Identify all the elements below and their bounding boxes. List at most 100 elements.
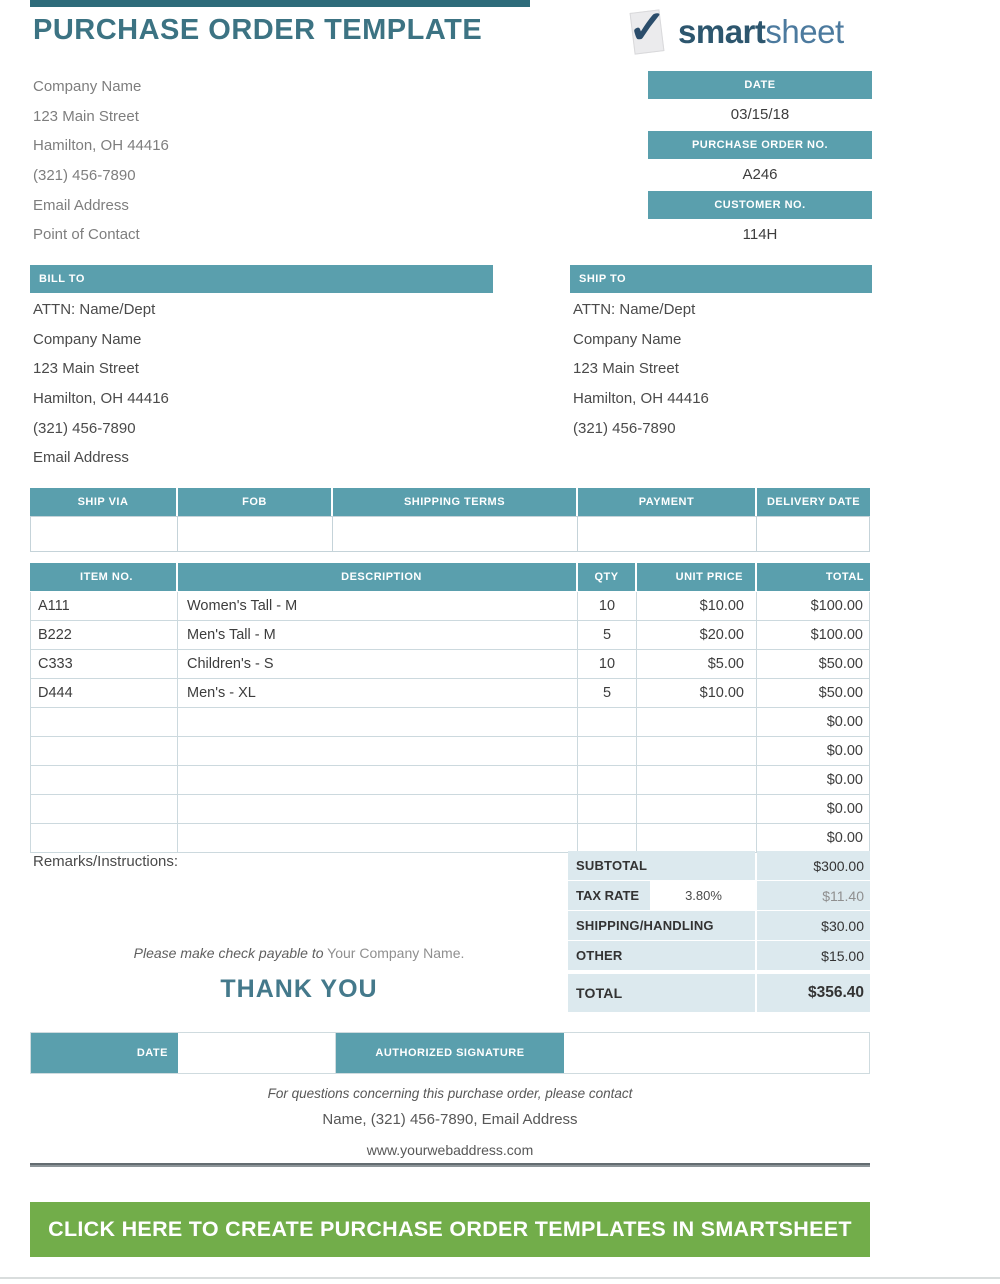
company-contact: Point of Contact — [33, 226, 140, 244]
total-cell: $0.00 — [757, 795, 870, 823]
total-cell: $0.00 — [757, 708, 870, 736]
tax-rate-label: TAX RATE — [568, 881, 650, 910]
description-header: DESCRIPTION — [178, 563, 578, 591]
payment-input[interactable] — [578, 516, 757, 552]
signature-bar: DATE AUTHORIZED SIGNATURE — [30, 1032, 870, 1074]
company-city: Hamilton, OH 44416 — [33, 137, 169, 155]
ship-via-input[interactable] — [30, 516, 178, 552]
top-accent-bar — [30, 0, 530, 7]
ship-to-phone: (321) 456-7890 — [573, 419, 676, 437]
description-cell: Children's - S — [178, 650, 578, 678]
unit-price-cell: $10.00 — [637, 592, 757, 620]
po-number-value[interactable]: A246 — [742, 165, 778, 183]
bill-to-header: BILL TO — [30, 265, 493, 293]
table-row: B222 Men's Tall - M 5 $20.00 $100.00 — [30, 621, 870, 650]
qty-header: QTY — [578, 563, 637, 591]
table-row: D444 Men's - XL 5 $10.00 $50.00 — [30, 679, 870, 708]
item-no-cell: A111 — [30, 592, 178, 620]
delivery-date-header: DELIVERY DATE — [757, 488, 870, 516]
smartsheet-check-icon: ✓ — [628, 1, 667, 53]
total-cell: $0.00 — [757, 737, 870, 765]
thank-you-text: THANK YOU — [220, 975, 378, 1003]
items-table: ITEM NO. DESCRIPTION QTY UNIT PRICE TOTA… — [30, 563, 870, 853]
total-header: TOTAL — [757, 563, 870, 591]
delivery-date-input[interactable] — [757, 516, 870, 552]
unit-price-cell: $20.00 — [637, 621, 757, 649]
other-label: OTHER — [568, 941, 755, 970]
total-cell: $50.00 — [757, 679, 870, 707]
check-payable-note: Please make check payable to Your Compan… — [30, 945, 568, 961]
tax-value: $11.40 — [757, 881, 870, 910]
qty-cell: 10 — [578, 650, 637, 678]
signature-date-input[interactable] — [178, 1033, 336, 1073]
date-value[interactable]: 03/15/18 — [730, 105, 790, 123]
bill-to-email: Email Address — [33, 449, 129, 467]
fob-input[interactable] — [178, 516, 333, 552]
cta-banner[interactable]: CLICK HERE TO CREATE PURCHASE ORDER TEMP… — [30, 1202, 870, 1257]
smartsheet-wordmark: smartsheet — [678, 12, 844, 52]
total-cell: $100.00 — [757, 621, 870, 649]
authorized-signature-label: AUTHORIZED SIGNATURE — [336, 1033, 564, 1073]
total-cell: $50.00 — [757, 650, 870, 678]
company-street: 123 Main Street — [33, 107, 139, 125]
ship-via-header: SHIP VIA — [30, 488, 178, 516]
fob-header: FOB — [178, 488, 333, 516]
footer-divider — [30, 1163, 870, 1167]
empty-item-row[interactable]: $0.00 — [30, 766, 870, 795]
bill-to-street: 123 Main Street — [33, 360, 139, 378]
total-label: TOTAL — [568, 974, 755, 1012]
signature-date-label: DATE — [31, 1033, 178, 1073]
ship-to-company: Company Name — [573, 330, 682, 348]
check-payable-italic: Please make check payable to — [133, 945, 324, 961]
subtotal-label: SUBTOTAL — [568, 851, 755, 880]
unit-price-cell: $5.00 — [637, 650, 757, 678]
empty-item-row[interactable]: $0.00 — [30, 708, 870, 737]
shipping-table: SHIP VIA FOB SHIPPING TERMS PAYMENT DELI… — [30, 488, 870, 552]
shipping-handling-value: $30.00 — [757, 911, 870, 940]
remarks-label: Remarks/Instructions: — [33, 853, 179, 870]
empty-item-row[interactable]: $0.00 — [30, 737, 870, 766]
page-title: PURCHASE ORDER TEMPLATE — [33, 14, 483, 46]
check-payable-company: Your Company Name. — [323, 945, 465, 961]
subtotal-value: $300.00 — [757, 851, 870, 880]
shipping-terms-header: SHIPPING TERMS — [333, 488, 578, 516]
totals-block: SUBTOTAL $300.00 TAX RATE 3.80% $11.40 S… — [568, 851, 870, 1013]
unit-price-cell: $10.00 — [637, 679, 757, 707]
ship-to-attn: ATTN: Name/Dept — [573, 301, 696, 318]
company-info-block: Company Name 123 Main Street Hamilton, O… — [33, 72, 169, 250]
cta-label: CLICK HERE TO CREATE PURCHASE ORDER TEMP… — [48, 1217, 852, 1241]
other-value: $15.00 — [757, 941, 870, 970]
customer-number-value[interactable]: 114H — [742, 225, 778, 243]
company-name: Company Name — [33, 78, 142, 95]
shipping-terms-input[interactable] — [333, 516, 578, 552]
ship-to-city: Hamilton, OH 44416 — [573, 390, 709, 408]
bill-to-attn: ATTN: Name/Dept — [33, 301, 156, 318]
empty-item-row[interactable]: $0.00 — [30, 795, 870, 824]
footer-contact-line1: For questions concerning this purchase o… — [267, 1086, 633, 1101]
unit-price-header: UNIT PRICE — [637, 563, 757, 591]
order-meta-block: DATE 03/15/18 PURCHASE ORDER NO. A246 CU… — [648, 71, 872, 251]
logo-word-smart: smart — [678, 13, 766, 50]
total-cell: $100.00 — [757, 592, 870, 620]
item-no-cell: B222 — [30, 621, 178, 649]
authorized-signature-input[interactable] — [564, 1033, 869, 1073]
total-cell: $0.00 — [757, 824, 870, 852]
bill-to-phone: (321) 456-7890 — [33, 419, 136, 437]
footer-website: www.yourwebaddress.com — [366, 1142, 534, 1158]
tax-rate-input[interactable]: 3.80% — [652, 881, 755, 910]
qty-cell: 5 — [578, 679, 637, 707]
company-phone: (321) 456-7890 — [33, 167, 136, 185]
total-cell: $0.00 — [757, 766, 870, 794]
empty-item-row[interactable]: $0.00 — [30, 824, 870, 853]
bill-to-city: Hamilton, OH 44416 — [33, 390, 169, 408]
item-no-header: ITEM NO. — [30, 563, 178, 591]
bill-to-block: BILL TO ATTN: Name/Dept Company Name 123… — [30, 265, 493, 473]
payment-header: PAYMENT — [578, 488, 757, 516]
ship-to-header: SHIP TO — [570, 265, 872, 293]
table-row: C333 Children's - S 10 $5.00 $50.00 — [30, 650, 870, 679]
bottom-edge-divider — [0, 1277, 1000, 1279]
description-cell: Men's - XL — [178, 679, 578, 707]
table-row: A111 Women's Tall - M 10 $10.00 $100.00 — [30, 592, 870, 621]
smartsheet-logo: ✓ smartsheet — [622, 2, 878, 62]
